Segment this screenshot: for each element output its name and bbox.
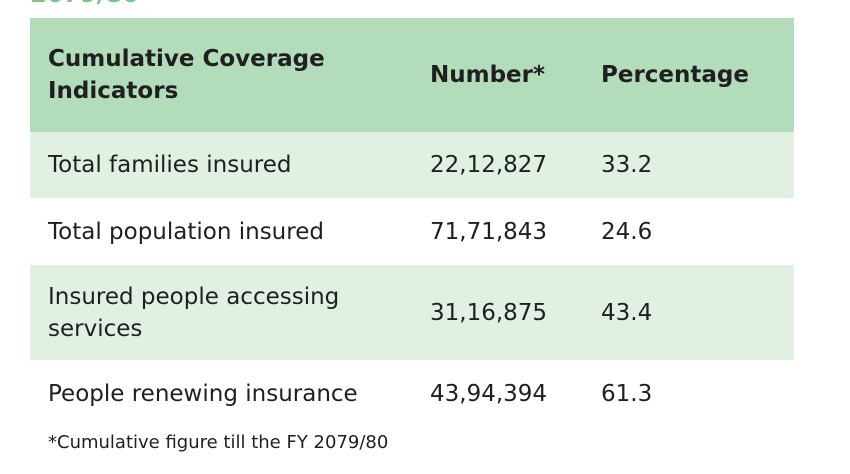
table-row: Total population insured 71,71,843 24.6	[30, 198, 794, 265]
table-cell: Insured people accessing services	[48, 283, 340, 342]
header-cell: Cumulative Coverage Indicators	[48, 46, 325, 104]
table-cell: 31,16,875	[430, 299, 548, 326]
header-row: Cumulative Coverage Indicators Number* Per…	[30, 18, 794, 132]
section-title: 2079/80	[30, 0, 139, 8]
table-row: Insured people accessing services 31,16,8…	[30, 265, 794, 360]
table-cell: 22,12,827	[430, 152, 548, 178]
footnote: *Cumulative figure till the FY 2079/80	[48, 432, 389, 453]
header-cell: Percentage	[601, 62, 749, 88]
table-cell: Total population insured	[48, 218, 324, 245]
table-row: Total families insured 22,12,827 33.2	[30, 132, 794, 198]
table-cell: 71,71,843	[430, 218, 548, 245]
table-row: People renewing insurance 43,94,394 61.3	[30, 360, 794, 428]
table-cell: 43,94,394	[430, 381, 548, 407]
coverage-table: Cumulative Coverage Indicators Number* Per…	[30, 18, 794, 428]
table-cell: 43.4	[601, 299, 653, 326]
table-cell: 33.2	[601, 152, 653, 178]
table-cell: 24.6	[601, 218, 653, 245]
header-cell: Number*	[430, 62, 546, 88]
table-cell: Total families insured	[48, 152, 292, 178]
table-cell: 61.3	[601, 381, 653, 407]
table-cell: People renewing insurance	[48, 381, 358, 407]
